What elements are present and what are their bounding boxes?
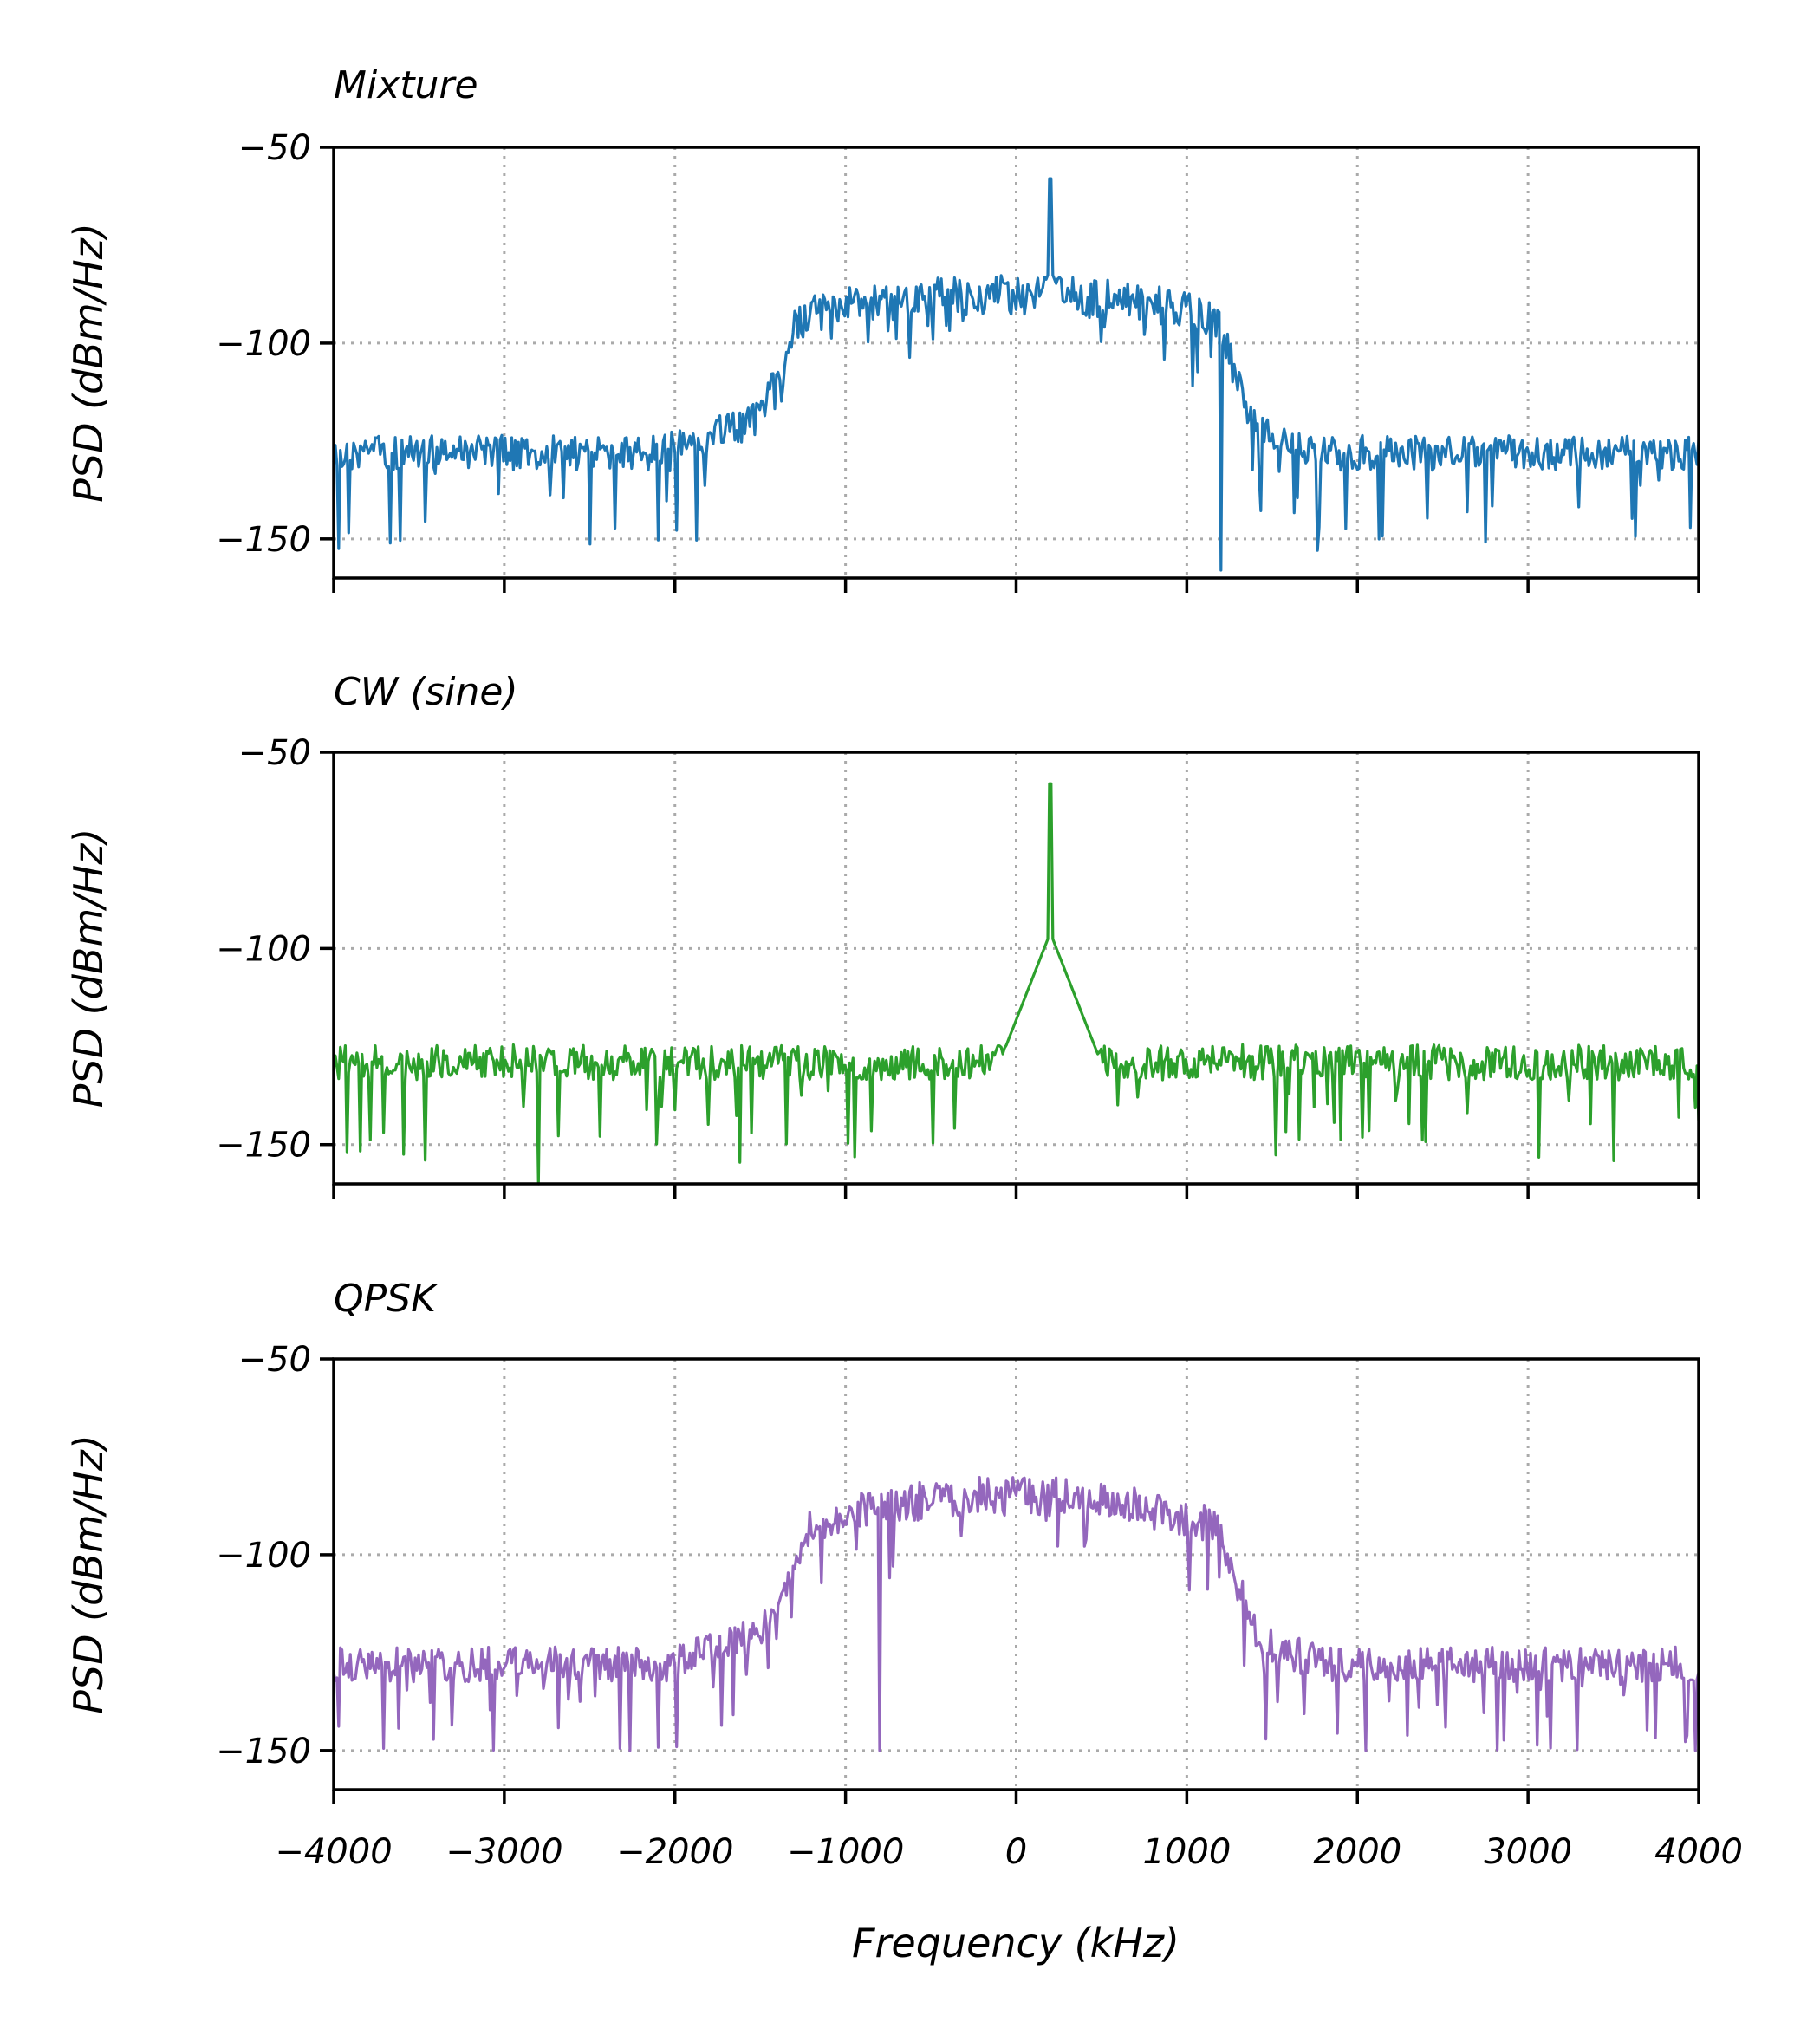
x-tick-label: 2000 xyxy=(1313,1832,1401,1872)
y-axis-label: PSD (dBm/Hz) xyxy=(65,223,112,503)
x-tick-label: −2000 xyxy=(616,1832,733,1872)
y-tick-label: −50 xyxy=(238,1340,311,1380)
series-line-qpsk xyxy=(332,1476,1700,1752)
panel-cw-sine: CW (sine) −50 −100 −150 PSD (dBm/Hz) xyxy=(65,670,1700,1199)
y-tick-label: −100 xyxy=(216,929,311,969)
x-tick-label: 4000 xyxy=(1654,1832,1743,1872)
y-ticks: −50 −100 −150 xyxy=(216,1340,334,1771)
panel-title: Mixture xyxy=(334,63,478,107)
y-tick-label: −150 xyxy=(216,520,311,560)
x-tick-label: −3000 xyxy=(445,1832,562,1872)
x-tick-labels: −4000 −3000 −2000 −1000 0 1000 2000 3000 4000 xyxy=(275,1832,1743,1872)
x-tick-label: 0 xyxy=(1005,1832,1027,1872)
y-tick-label: −50 xyxy=(238,128,311,168)
panel-qpsk: QPSK −50 −100 −150 −4000 −3000 −2000 −1000 0 10… xyxy=(65,1277,1743,1872)
y-tick-label: −100 xyxy=(216,324,311,364)
y-ticks: −50 −100 −150 xyxy=(216,733,334,1166)
y-tick-label: −100 xyxy=(216,1536,311,1576)
x-tick-label: −4000 xyxy=(275,1832,392,1872)
series-line-mixture xyxy=(332,177,1700,572)
y-tick-label: −150 xyxy=(216,1732,311,1771)
x-tick-marks xyxy=(332,1790,1700,1804)
panel-title: CW (sine) xyxy=(334,670,518,714)
series-line-cw-sine xyxy=(332,782,1700,1186)
y-ticks: −50 −100 −150 xyxy=(216,128,334,560)
x-tick-label: −1000 xyxy=(787,1832,904,1872)
y-tick-label: −150 xyxy=(216,1126,311,1166)
x-tick-label: 3000 xyxy=(1484,1832,1572,1872)
x-tick-marks xyxy=(332,1184,1700,1199)
x-tick-label: 1000 xyxy=(1142,1832,1231,1872)
panel-title: QPSK xyxy=(334,1277,439,1321)
y-axis-label: PSD (dBm/Hz) xyxy=(65,829,112,1108)
x-axis-label: Frequency (kHz) xyxy=(852,1920,1180,1966)
y-axis-label: PSD (dBm/Hz) xyxy=(65,1434,112,1714)
x-tick-marks xyxy=(332,578,1700,593)
panel-mixture: Mixture −50 −100 −150 PSD (dBm/Hz) xyxy=(65,63,1700,593)
y-tick-label: −50 xyxy=(238,733,311,773)
